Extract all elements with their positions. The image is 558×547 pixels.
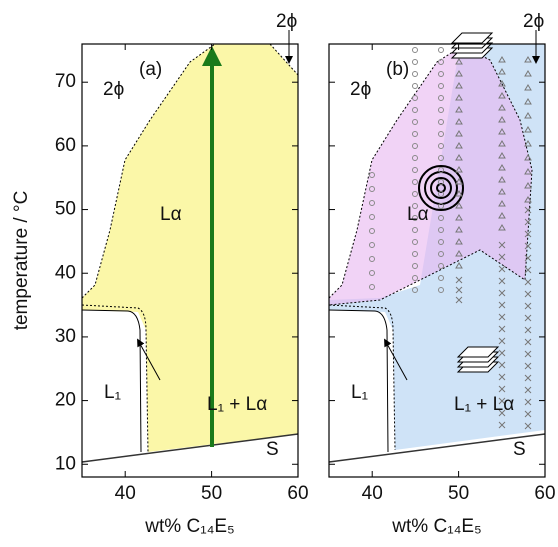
boundary <box>329 310 388 452</box>
panel-label: (b) <box>386 59 409 80</box>
marker <box>413 60 418 65</box>
annotation: 2ϕ <box>103 79 124 100</box>
y-tick-label: 40 <box>55 262 76 283</box>
annotation: Lα <box>407 204 429 225</box>
y-tick-label: 30 <box>55 326 76 347</box>
boundary <box>82 310 141 452</box>
marker <box>413 84 418 89</box>
figure: 40 50 60 10 20 30 40 50 60 70 (a) wt% C₁₄E₅ temperat… <box>0 0 558 542</box>
panel-label: (a) <box>139 59 162 80</box>
marker <box>413 48 418 53</box>
y-axis-label: temperature / °C <box>11 191 32 331</box>
annotation: S <box>266 439 279 460</box>
x-tick-label: 40 <box>362 483 383 504</box>
annotation: L₁ <box>351 382 368 403</box>
annotation: Lα <box>160 204 182 225</box>
marker <box>413 72 418 77</box>
x-axis-label: wt% C₁₄E₅ <box>391 516 481 537</box>
x-tick-label: 40 <box>115 483 136 504</box>
annotation: 2ϕ <box>350 79 371 100</box>
x-tick-label: 60 <box>287 483 308 504</box>
marker <box>439 48 444 53</box>
x-axis-label: wt% C₁₄E₅ <box>144 516 234 537</box>
boundary <box>329 305 395 450</box>
boundary <box>82 305 148 452</box>
annotation: L₁ + Lα <box>454 394 514 415</box>
annotation: L₁ <box>104 382 121 403</box>
x-tick-label: 50 <box>448 483 469 504</box>
y-tick-label: 70 <box>55 71 76 92</box>
x-tick-label: 60 <box>534 483 555 504</box>
y-tick-label: 20 <box>55 390 76 411</box>
annotation: 2ϕ <box>276 11 297 32</box>
y-tick-label: 60 <box>55 135 76 156</box>
annotation: L₁ + Lα <box>207 394 267 415</box>
annotation: 2ϕ <box>523 11 544 32</box>
y-tick-label: 10 <box>55 453 76 474</box>
x-tick-label: 50 <box>201 483 222 504</box>
y-tick-label: 50 <box>55 199 76 220</box>
annotation: S <box>513 439 526 460</box>
